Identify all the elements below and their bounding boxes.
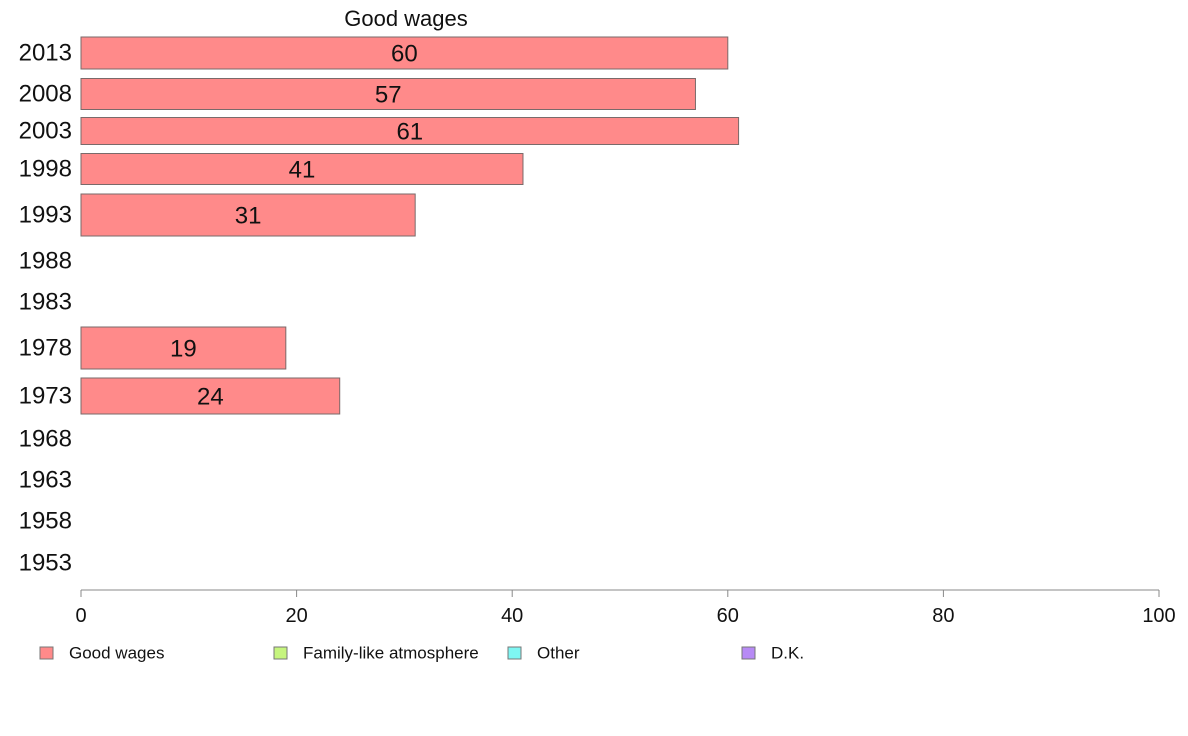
bar-1998	[80, 153, 524, 185]
category-labels: 2013 2008 2003 1998 1993 1988 1983 1978 1973 1968…	[19, 40, 72, 577]
category-label-1968: 1968	[19, 426, 72, 453]
bar-value-label-1993: 31	[235, 203, 262, 230]
bar-1973	[80, 377, 341, 415]
legend-swatch-family-like-atmosphere	[273, 646, 288, 660]
legend-label-good-wages: Good wages	[69, 644, 164, 663]
bar-value-label-1973: 24	[197, 384, 224, 411]
legend-swatch-good-wages	[39, 646, 54, 660]
x-tick-label-60: 60	[717, 605, 739, 627]
bar-1978	[80, 326, 287, 370]
bar-value-label-1978: 19	[170, 336, 197, 363]
bar-2008	[80, 78, 696, 110]
x-tick-label-20: 20	[285, 605, 307, 627]
bar-2003	[80, 117, 740, 145]
chart-title: Good wages	[344, 6, 468, 31]
category-label-2008: 2008	[19, 81, 72, 108]
legend-swatch-other	[507, 646, 522, 660]
x-tick-label-0: 0	[75, 605, 86, 627]
bar-value-label-2003: 61	[396, 119, 423, 146]
legend: Good wages Family-like atmosphere Other D.K…	[39, 644, 804, 663]
category-label-1983: 1983	[19, 289, 72, 316]
category-label-1978: 1978	[19, 335, 72, 362]
category-label-1963: 1963	[19, 467, 72, 494]
category-label-2003: 2003	[19, 118, 72, 145]
bar-1993	[80, 193, 416, 237]
category-label-1958: 1958	[19, 508, 72, 535]
category-label-1973: 1973	[19, 383, 72, 410]
x-axis-ticks: 0 20 40 60 80 100	[75, 590, 1176, 627]
legend-swatch-d-k	[741, 646, 756, 660]
category-label-2013: 2013	[19, 40, 72, 67]
bar-value-label-1998: 41	[289, 157, 316, 184]
bar-value-label-2013: 60	[391, 41, 418, 68]
x-tick-label-100: 100	[1142, 605, 1175, 627]
bar-value-label-2008: 57	[375, 82, 402, 109]
legend-label-other: Other	[537, 644, 580, 663]
x-tick-label-80: 80	[932, 605, 954, 627]
category-label-1988: 1988	[19, 248, 72, 275]
x-tick-label-40: 40	[501, 605, 523, 627]
legend-label-d-k: D.K.	[771, 644, 804, 663]
category-label-1953: 1953	[19, 550, 72, 577]
category-label-1998: 1998	[19, 156, 72, 183]
category-label-1993: 1993	[19, 202, 72, 229]
legend-label-family-like-atmosphere: Family-like atmosphere	[303, 644, 479, 663]
bar-2013	[80, 36, 729, 70]
